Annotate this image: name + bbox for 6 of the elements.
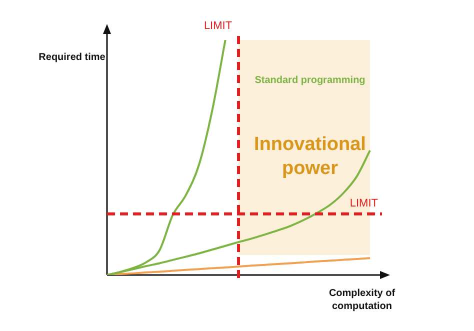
text: LIMIT [204, 20, 232, 32]
ref-line-label: LIMIT [350, 197, 378, 210]
annotation: Standard programming [254, 74, 366, 86]
y-axis-title: Required time [38, 52, 106, 63]
x-axis-title: Complexity of computation [328, 288, 396, 312]
annotation: Innovational power [254, 134, 366, 180]
